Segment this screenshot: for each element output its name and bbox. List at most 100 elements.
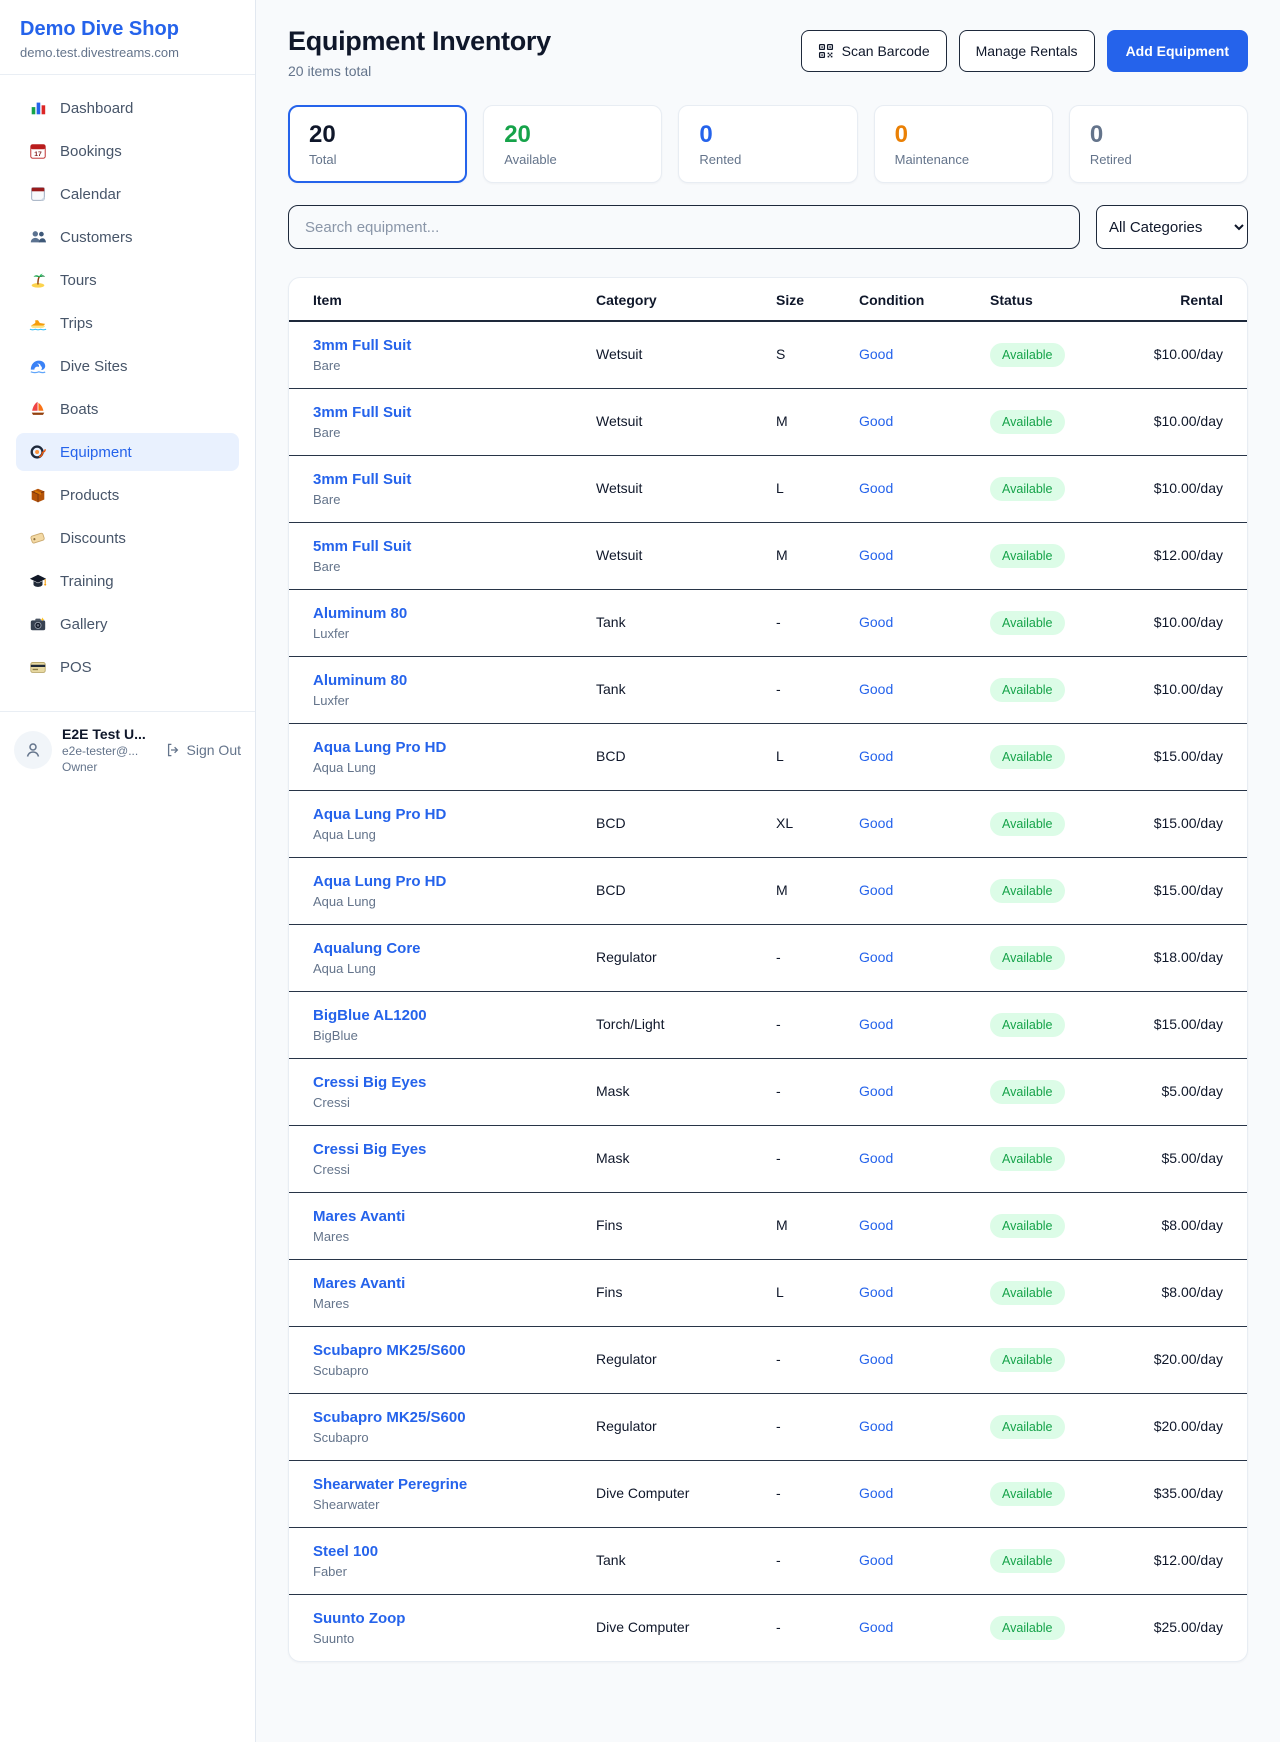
add-equipment-button[interactable]: Add Equipment <box>1106 30 1248 72</box>
table-row[interactable]: 3mm Full Suit Bare Wetsuit L Good Available $1… <box>289 455 1247 523</box>
item-condition-link[interactable]: Good <box>859 1149 894 1166</box>
item-name-link[interactable]: Aqua Lung Pro HD <box>313 805 447 823</box>
item-category: Wetsuit <box>596 345 643 362</box>
table-row[interactable]: Aqua Lung Pro HD Aqua Lung BCD XL Good Availa… <box>289 790 1247 858</box>
scan-barcode-button[interactable]: Scan Barcode <box>800 30 947 72</box>
item-condition-link[interactable]: Good <box>859 412 894 429</box>
item-condition-link[interactable]: Good <box>859 881 894 898</box>
search-input[interactable] <box>288 205 1080 249</box>
graduation-cap-icon <box>28 571 48 591</box>
item-rental-price: $35.00/day <box>1153 1484 1223 1501</box>
item-brand: Scubapro <box>313 1362 369 1378</box>
item-brand: Aqua Lung <box>313 960 376 976</box>
item-rental-price: $12.00/day <box>1153 546 1223 563</box>
table-row[interactable]: Mares Avanti Mares Fins L Good Available $8.00… <box>289 1259 1247 1327</box>
table-row[interactable]: Cressi Big Eyes Cressi Mask - Good Available $… <box>289 1058 1247 1126</box>
bar-chart-icon <box>28 98 48 118</box>
sidebar-item-dashboard[interactable]: Dashboard <box>16 89 239 127</box>
item-condition-link[interactable]: Good <box>859 747 894 764</box>
sidebar-item-gallery[interactable]: Gallery <box>16 605 239 643</box>
item-name-link[interactable]: Steel 100 <box>313 1542 379 1560</box>
svg-text:17: 17 <box>34 151 42 158</box>
item-name-link[interactable]: Scubapro MK25/S600 <box>313 1408 466 1426</box>
sidebar-item-bookings[interactable]: 17 Bookings <box>16 132 239 170</box>
item-name-link[interactable]: Shearwater Peregrine <box>313 1475 468 1493</box>
table-row[interactable]: Scubapro MK25/S600 Scubapro Regulator - Good… <box>289 1326 1247 1394</box>
sidebar-item-trips[interactable]: Trips <box>16 304 239 342</box>
item-brand: Cressi <box>313 1161 350 1177</box>
sidebar-item-products[interactable]: Products <box>16 476 239 514</box>
table-row[interactable]: 3mm Full Suit Bare Wetsuit M Good Available $1… <box>289 388 1247 456</box>
table-row[interactable]: Cressi Big Eyes Cressi Mask - Good Available $… <box>289 1125 1247 1193</box>
item-condition-link[interactable]: Good <box>859 546 894 563</box>
item-condition-link[interactable]: Good <box>859 1082 894 1099</box>
item-name-link[interactable]: Suunto Zoop <box>313 1609 406 1627</box>
item-name-link[interactable]: 3mm Full Suit <box>313 470 412 488</box>
item-name-link[interactable]: Mares Avanti <box>313 1207 406 1225</box>
item-name-link[interactable]: 3mm Full Suit <box>313 336 412 354</box>
item-condition-link[interactable]: Good <box>859 1350 894 1367</box>
items-total-count: 20 items total <box>288 63 372 79</box>
item-name-link[interactable]: Mares Avanti <box>313 1274 406 1292</box>
sign-out-button[interactable]: Sign Out <box>165 740 241 760</box>
item-size: M <box>776 412 788 429</box>
item-name-link[interactable]: Scubapro MK25/S600 <box>313 1341 466 1359</box>
item-condition-link[interactable]: Good <box>859 1283 894 1300</box>
table-row[interactable]: 3mm Full Suit Bare Wetsuit S Good Available $1… <box>289 321 1247 389</box>
item-condition-link[interactable]: Good <box>859 1015 894 1032</box>
item-condition-link[interactable]: Good <box>859 948 894 965</box>
category-select[interactable]: All Categories <box>1096 205 1248 249</box>
table-row[interactable]: Aluminum 80 Luxfer Tank - Good Available $10.0… <box>289 656 1247 724</box>
table-row[interactable]: Aqualung Core Aqua Lung Regulator - Good Avai… <box>289 924 1247 992</box>
item-name-link[interactable]: 5mm Full Suit <box>313 537 412 555</box>
sidebar-item-boats[interactable]: Boats <box>16 390 239 428</box>
item-name-link[interactable]: Aqua Lung Pro HD <box>313 738 447 756</box>
status-badge: Available <box>990 409 1065 434</box>
item-condition-link[interactable]: Good <box>859 1417 894 1434</box>
item-condition-link[interactable]: Good <box>859 1216 894 1233</box>
sidebar-item-equipment[interactable]: Equipment <box>16 433 239 471</box>
table-row[interactable]: Shearwater Peregrine Shearwater Dive Compu… <box>289 1460 1247 1528</box>
sidebar-item-calendar[interactable]: Calendar <box>16 175 239 213</box>
item-name-link[interactable]: BigBlue AL1200 <box>313 1006 427 1024</box>
table-row[interactable]: Scubapro MK25/S600 Scubapro Regulator - Good… <box>289 1393 1247 1461</box>
person-icon <box>23 740 43 760</box>
item-name-link[interactable]: Aluminum 80 <box>313 671 408 689</box>
stat-card-available[interactable]: 20 Available <box>483 105 663 183</box>
item-condition-link[interactable]: Good <box>859 814 894 831</box>
item-condition-link[interactable]: Good <box>859 613 894 630</box>
item-condition-link[interactable]: Good <box>859 1618 894 1635</box>
stat-card-total[interactable]: 20 Total <box>288 105 468 183</box>
table-row[interactable]: BigBlue AL1200 BigBlue Torch/Light - Good Ava… <box>289 991 1247 1059</box>
item-name-link[interactable]: Cressi Big Eyes <box>313 1073 427 1091</box>
item-name-link[interactable]: Aqua Lung Pro HD <box>313 872 447 890</box>
item-condition-link[interactable]: Good <box>859 345 894 362</box>
stat-card-maintenance[interactable]: 0 Maintenance <box>873 105 1053 183</box>
table-row[interactable]: Aluminum 80 Luxfer Tank - Good Available $10.0… <box>289 589 1247 657</box>
sidebar-item-training[interactable]: Training <box>16 562 239 600</box>
manage-rentals-button[interactable]: Manage Rentals <box>958 30 1095 72</box>
sidebar-item-pos[interactable]: POS <box>16 648 239 686</box>
brand-name[interactable]: Demo Dive Shop <box>20 18 179 40</box>
stat-card-rented[interactable]: 0 Rented <box>678 105 858 183</box>
table-row[interactable]: Aqua Lung Pro HD Aqua Lung BCD L Good Availab… <box>289 723 1247 791</box>
item-name-link[interactable]: Aqualung Core <box>313 939 421 957</box>
item-condition-link[interactable]: Good <box>859 1551 894 1568</box>
item-condition-link[interactable]: Good <box>859 479 894 496</box>
item-condition-link[interactable]: Good <box>859 1484 894 1501</box>
item-name-link[interactable]: Aluminum 80 <box>313 604 408 622</box>
table-row[interactable]: Mares Avanti Mares Fins M Good Available $8.00… <box>289 1192 1247 1260</box>
sidebar-item-discounts[interactable]: Discounts <box>16 519 239 557</box>
sidebar-item-tours[interactable]: Tours <box>16 261 239 299</box>
item-condition-link[interactable]: Good <box>859 680 894 697</box>
table-row[interactable]: Aqua Lung Pro HD Aqua Lung BCD M Good Availab… <box>289 857 1247 925</box>
sidebar-item-customers[interactable]: Customers <box>16 218 239 256</box>
stat-card-retired[interactable]: 0 Retired <box>1068 105 1249 183</box>
status-badge: Available <box>990 1079 1065 1104</box>
sidebar-item-dive-sites[interactable]: Dive Sites <box>16 347 239 385</box>
item-name-link[interactable]: Cressi Big Eyes <box>313 1140 427 1158</box>
table-row[interactable]: Suunto Zoop Suunto Dive Computer - Good Avail… <box>289 1594 1247 1661</box>
table-row[interactable]: Steel 100 Faber Tank - Good Available $12.00/d… <box>289 1527 1247 1595</box>
table-row[interactable]: 5mm Full Suit Bare Wetsuit M Good Available $1… <box>289 522 1247 590</box>
item-name-link[interactable]: 3mm Full Suit <box>313 403 412 421</box>
